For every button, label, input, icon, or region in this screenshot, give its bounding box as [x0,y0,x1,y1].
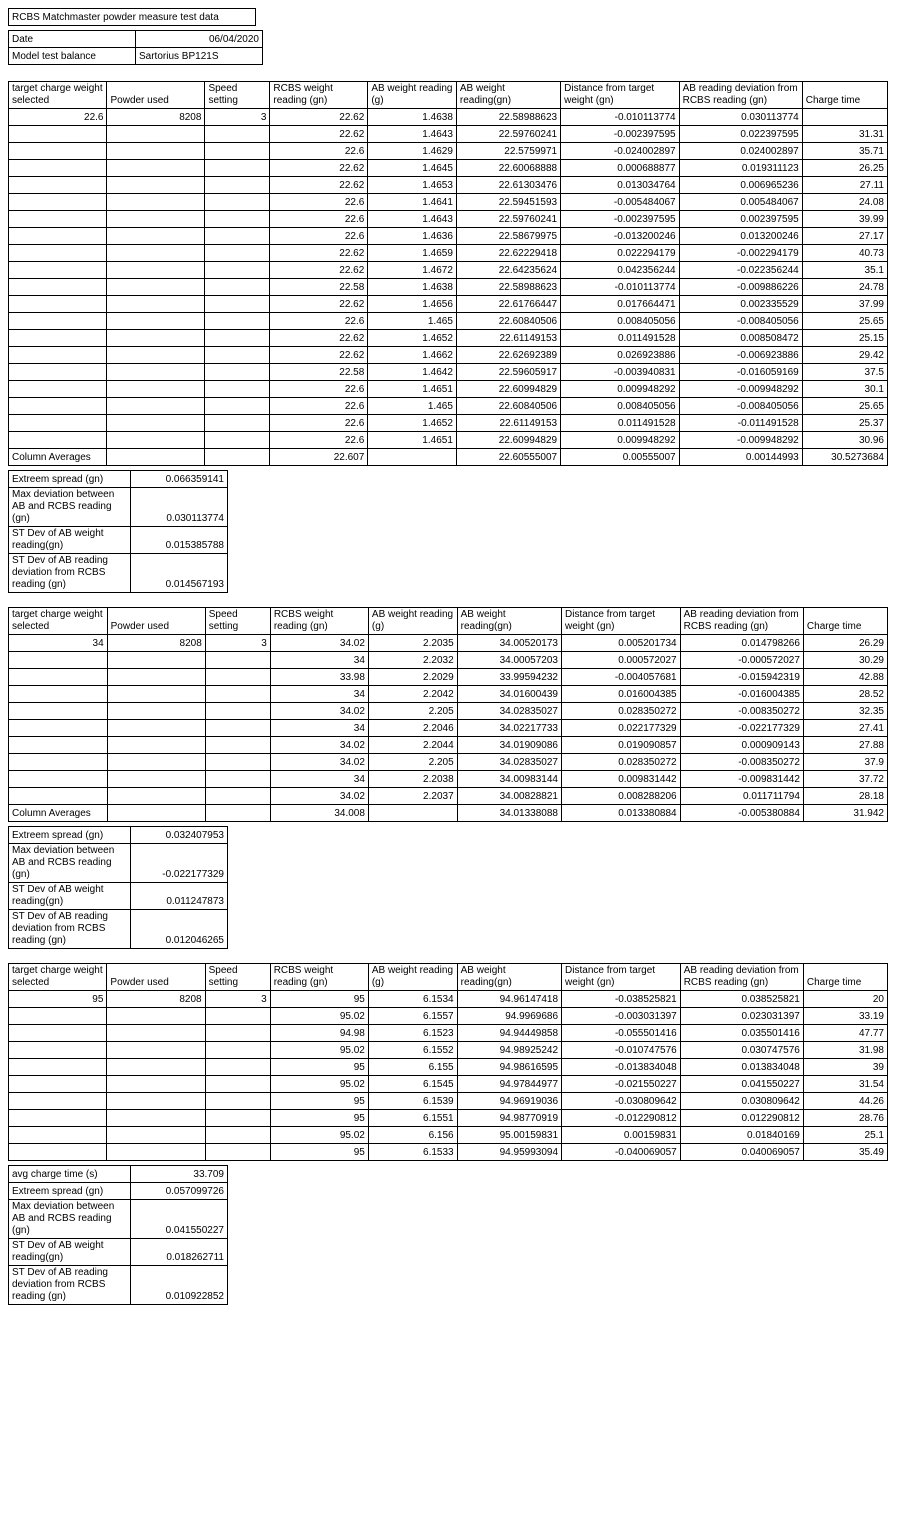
table-row: 95.026.154594.97844977-0.0215502270.0415… [9,1076,888,1093]
header-row: target charge weight selected Powder use… [9,82,888,109]
table-row: 33.982.202933.99594232-0.004057681-0.015… [9,669,888,686]
data-table-3: target charge weight selected Powder use… [8,963,888,1161]
data-table-1: target charge weight selected Powder use… [8,81,888,466]
table-row: 956.15594.98616595-0.0138340480.01383404… [9,1059,888,1076]
table-row: 22.621.464322.59760241-0.0023975950.0223… [9,126,888,143]
table-row: 22.68208322.621.463822.58988623-0.010113… [9,109,888,126]
header-row: target charge weight selected Powder use… [9,964,888,991]
data-table-2: target charge weight selected Powder use… [8,607,888,822]
table-row: 342.204634.022177330.022177329-0.0221773… [9,720,888,737]
stats-table-3: avg charge time (s)33.709 Extreem spread… [8,1165,228,1305]
table-row: 956.155194.98770919-0.0122908120.0122908… [9,1110,888,1127]
table-row: 956.153994.96919036-0.0308096420.0308096… [9,1093,888,1110]
table-row: 22.621.465322.613034760.0130347640.00696… [9,177,888,194]
table-row: 22.581.464222.59605917-0.003940831-0.016… [9,364,888,381]
model-value: Sartorius BP121S [136,48,263,65]
table-row: 95.026.155794.9969686-0.0030313970.02303… [9,1008,888,1025]
table-row: 34.022.20534.028350270.028350272-0.00835… [9,754,888,771]
table-row: 342.204234.016004390.016004385-0.0160043… [9,686,888,703]
model-label: Model test balance [9,48,136,65]
table-row: 95.026.15695.001598310.001598310.0184016… [9,1127,888,1144]
table-row: 34.022.203734.008288210.0082882060.01171… [9,788,888,805]
table-row: 22.61.465122.609948290.009948292-0.00994… [9,381,888,398]
date-label: Date [9,31,136,48]
table-row: 95.026.155294.98925242-0.0107475760.0307… [9,1042,888,1059]
stats-table-2: Extreem spread (gn)0.032407953 Max devia… [8,826,228,949]
table-row: 342.203234.000572030.000572027-0.0005720… [9,652,888,669]
header-row: target charge weight selected Powder use… [9,608,888,635]
table-row: 22.621.465622.617664470.0176644710.00233… [9,296,888,313]
table-row: 22.621.465222.611491530.0114915280.00850… [9,330,888,347]
table-row: 9582083956.153494.96147418-0.0385258210.… [9,991,888,1008]
table-row: 34.022.20534.028350270.028350272-0.00835… [9,703,888,720]
table-row: 94.986.152394.94449858-0.0555014160.0355… [9,1025,888,1042]
date-value: 06/04/2020 [136,31,263,48]
column-averages-row: Column Averages 34.008 34.01338088 0.013… [9,805,888,822]
table-row: 22.621.466222.626923890.026923886-0.0069… [9,347,888,364]
table-row: 22.61.46522.608405060.008405056-0.008405… [9,398,888,415]
table-row: 342.203834.009831440.009831442-0.0098314… [9,771,888,788]
table-row: 22.61.462922.5759971-0.0240028970.024002… [9,143,888,160]
table-row: 22.581.463822.58988623-0.010113774-0.009… [9,279,888,296]
table-row: 22.61.464122.59451593-0.0054840670.00548… [9,194,888,211]
doc-title: RCBS Matchmaster powder measure test dat… [9,9,256,26]
table-row: 22.61.463622.58679975-0.0132002460.01320… [9,228,888,245]
table-row: 22.621.467222.642356240.042356244-0.0223… [9,262,888,279]
table-row: 956.153394.95993094-0.0400690570.0400690… [9,1144,888,1161]
table-row: 22.61.464322.59760241-0.0023975950.00239… [9,211,888,228]
table-row: 22.61.46522.608405060.008405056-0.008405… [9,313,888,330]
table-row: 22.621.465922.622294180.022294179-0.0022… [9,245,888,262]
table-row: 22.61.465222.611491530.011491528-0.01149… [9,415,888,432]
table-row: 348208334.022.203534.005201730.005201734… [9,635,888,652]
stats-table-1: Extreem spread (gn)0.066359141 Max devia… [8,470,228,593]
column-averages-row: Column Averages 22.607 22.60555007 0.005… [9,449,888,466]
header: RCBS Matchmaster powder measure test dat… [8,8,888,65]
table-row: 22.61.465122.609948290.009948292-0.00994… [9,432,888,449]
table-row: 22.621.464522.600688880.0006888770.01931… [9,160,888,177]
table-row: 34.022.204434.019090860.0190908570.00090… [9,737,888,754]
